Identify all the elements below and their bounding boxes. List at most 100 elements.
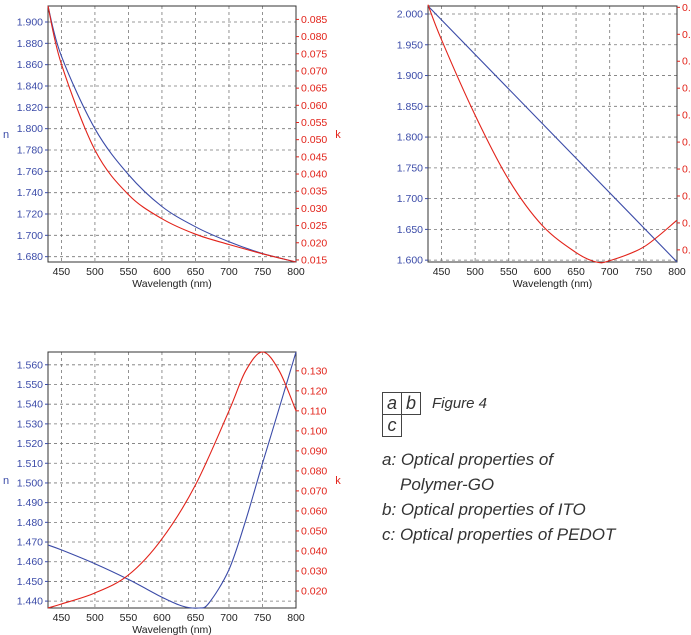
x-tick-label: 500 <box>86 266 104 278</box>
y-right-tick-label: 0.029 <box>682 110 691 122</box>
y-left-tick-label: 1.900 <box>17 17 43 29</box>
x-tick-label: 450 <box>53 612 71 624</box>
y-right-tick-label: 0.028 <box>682 137 691 149</box>
y-right-tick-label: 0.015 <box>301 254 327 266</box>
y-left-tick-label: 1.540 <box>17 399 43 411</box>
series-line-n <box>47 5 297 263</box>
y-left-tick-label: 1.760 <box>17 166 43 178</box>
y-right-tick-label: 0.080 <box>301 465 327 477</box>
y-left-tick-label: 1.720 <box>17 209 43 221</box>
y-right-tick-label: 0.035 <box>301 186 327 198</box>
y-left-tick-label: 1.750 <box>397 162 423 174</box>
y-right-tick-label: 0.050 <box>301 525 327 537</box>
y-left-tick-label: 1.600 <box>397 255 423 267</box>
y-right-tick-label: 0.040 <box>301 545 327 557</box>
y-left-tick-label: 1.840 <box>17 81 43 93</box>
y-right-tick-label: 0.060 <box>301 100 327 112</box>
y-left-tick-label: 1.530 <box>17 418 43 430</box>
y-right-tick-label: 0.100 <box>301 425 327 437</box>
y-left-tick-label: 1.500 <box>17 477 43 489</box>
x-tick-label: 800 <box>287 612 305 624</box>
caption-line-a-cont: Polymer-GO <box>400 475 495 494</box>
caption-list: a: Optical properties of Polymer-GO b: O… <box>382 447 682 547</box>
y-left-tick-label: 1.440 <box>17 596 43 608</box>
y-right-tick-label: 0.030 <box>301 203 327 215</box>
y-right-axis-label: k <box>335 129 341 141</box>
y-left-tick-label: 1.800 <box>17 123 43 135</box>
figure-caption: a b Figure 4 c a: Optical properties of … <box>382 392 682 547</box>
series-line-k <box>47 5 297 263</box>
y-left-tick-label: 1.510 <box>17 458 43 470</box>
y-right-tick-label: 0.026 <box>682 190 691 202</box>
y-left-tick-label: 1.550 <box>17 379 43 391</box>
y-right-tick-label: 0.130 <box>301 365 327 377</box>
y-right-tick-label: 0.060 <box>301 505 327 517</box>
y-left-tick-label: 1.740 <box>17 187 43 199</box>
y-right-tick-label: 0.020 <box>301 237 327 249</box>
chart-c: 450 500 550 600 650 700 750 800 1.440 1.450 1.460 1… <box>3 351 341 635</box>
y-left-tick-label: 1.860 <box>17 59 43 71</box>
y-left-tick-label: 1.800 <box>397 132 423 144</box>
y-left-tick-label: 1.700 <box>17 230 43 242</box>
y-right-tick-label: 0.050 <box>301 134 327 146</box>
y-left-tick-label: 1.900 <box>397 70 423 82</box>
x-tick-label: 800 <box>668 266 686 278</box>
x-tick-label: 650 <box>187 266 205 278</box>
y-right-tick-label: 0.120 <box>301 385 327 397</box>
y-left-tick-label: 1.950 <box>397 39 423 51</box>
panel-c-box: c <box>382 414 402 437</box>
y-right-tick-label: 0.033 <box>682 2 691 14</box>
y-right-tick-label: 0.020 <box>301 585 327 597</box>
chart-b: 450 500 550 600 650 700 750 800 1.600 1.650 1.700 1… <box>397 2 691 290</box>
y-left-tick-label: 2.000 <box>397 9 423 21</box>
y-right-tick-label: 0.040 <box>301 169 327 181</box>
series-line-k <box>427 4 678 264</box>
x-tick-label: 450 <box>53 266 71 278</box>
y-right-tick-label: 0.031 <box>682 56 691 68</box>
y-left-tick-label: 1.460 <box>17 556 43 568</box>
plot-frame <box>47 351 297 609</box>
y-left-tick-label: 1.780 <box>17 145 43 157</box>
series-line-n <box>47 351 297 609</box>
caption-line-c: c: Optical properties of PEDOT <box>382 525 616 544</box>
y-right-tick-label: 0.024 <box>682 244 691 256</box>
chart-a: 450 500 550 600 650 700 750 800 1.680 1.700 1.720 1… <box>3 5 341 290</box>
y-left-tick-label: 1.850 <box>397 101 423 113</box>
y-left-tick-label: 1.480 <box>17 517 43 529</box>
figure-panel-key: a b Figure 4 <box>382 392 682 415</box>
panel-a-box: a <box>382 392 402 415</box>
figure-title: Figure 4 <box>432 395 488 412</box>
caption-line-a: a: Optical properties of <box>382 450 554 469</box>
x-tick-label: 450 <box>433 266 451 278</box>
y-right-tick-label: 0.025 <box>301 220 327 232</box>
y-left-tick-label: 1.520 <box>17 438 43 450</box>
y-right-tick-label: 0.025 <box>682 217 691 229</box>
x-axis-label: Wavelength (nm) <box>132 278 212 290</box>
y-right-tick-label: 0.055 <box>301 117 327 129</box>
x-tick-label: 800 <box>287 266 305 278</box>
x-tick-label: 500 <box>466 266 484 278</box>
y-right-tick-label: 0.032 <box>682 29 691 41</box>
x-tick-label: 700 <box>220 266 238 278</box>
x-axis-label: Wavelength (nm) <box>513 278 593 290</box>
x-tick-label: 550 <box>120 266 138 278</box>
y-right-tick-label: 0.065 <box>301 83 327 95</box>
x-tick-label: 500 <box>86 612 104 624</box>
plot-frame <box>427 5 678 263</box>
x-tick-label: 750 <box>254 612 272 624</box>
y-right-tick-label: 0.090 <box>301 445 327 457</box>
figure-panel-key-row2: c <box>382 414 682 437</box>
x-tick-label: 700 <box>601 266 619 278</box>
series-line-k <box>47 351 297 609</box>
x-tick-label: 650 <box>567 266 585 278</box>
y-left-tick-label: 1.560 <box>17 359 43 371</box>
y-right-tick-label: 0.045 <box>301 151 327 163</box>
y-left-tick-label: 1.820 <box>17 102 43 114</box>
y-left-tick-label: 1.680 <box>17 251 43 263</box>
y-right-tick-label: 0.030 <box>301 565 327 577</box>
y-right-tick-label: 0.110 <box>301 405 327 417</box>
x-tick-label: 600 <box>153 612 171 624</box>
y-left-tick-label: 1.880 <box>17 38 43 50</box>
x-tick-label: 750 <box>635 266 653 278</box>
y-right-tick-label: 0.080 <box>301 31 327 43</box>
